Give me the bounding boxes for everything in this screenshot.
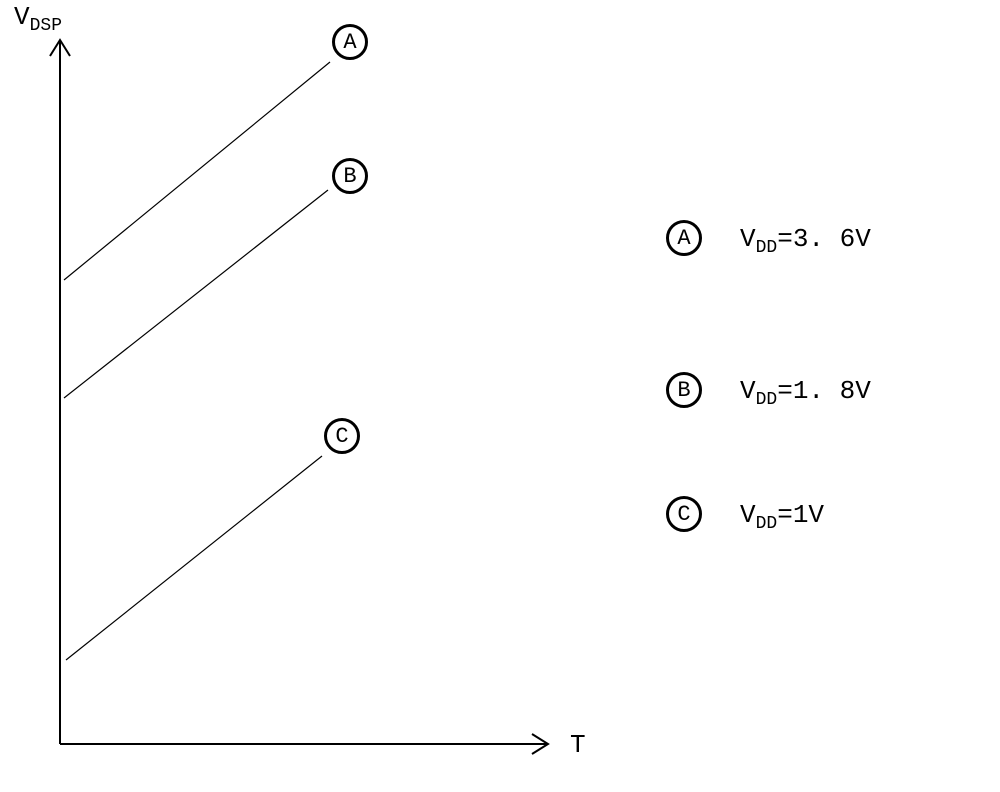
series-line-c [66,456,322,660]
legend-marker-c: C [666,496,702,532]
y-axis-label-main: V [14,2,30,32]
legend-marker-b: B [666,372,702,408]
series-line-b [64,190,328,398]
series-line-a [64,62,330,280]
plot-marker-a: A [332,24,368,60]
plot-marker-c: C [324,418,360,454]
legend-text-a: VDD=3. 6V [740,224,871,258]
diagram-canvas: VDSP T A B C A VDD=3. 6V B VDD=1. 8V C VDD=1V [0,0,1000,792]
y-axis-label: VDSP [14,2,62,36]
legend-text-b: VDD=1. 8V [740,376,871,410]
plot-marker-b: B [332,158,368,194]
legend-text-c: VDD=1V [740,500,824,534]
y-axis-label-sub: DSP [30,16,62,36]
x-axis-label: T [570,730,586,760]
legend-marker-a: A [666,220,702,256]
